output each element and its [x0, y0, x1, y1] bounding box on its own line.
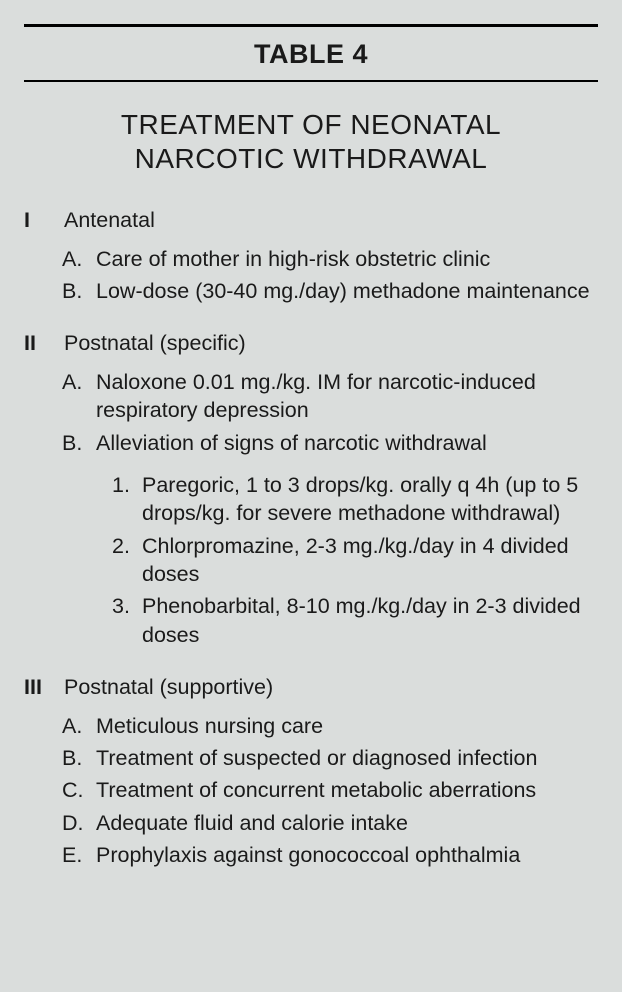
outline-letter-row: B. Alleviation of signs of narcotic with… — [22, 429, 600, 457]
table-label: TABLE 4 — [22, 27, 600, 80]
letter-marker: E. — [62, 841, 96, 869]
section-header: II Postnatal (specific) — [22, 329, 600, 357]
letter-marker: A. — [62, 712, 96, 740]
roman-numeral: I — [22, 206, 64, 234]
letter-marker: A. — [62, 245, 96, 273]
letter-text: Treatment of concurrent metabolic aberra… — [96, 776, 600, 804]
letter-text: Treatment of suspected or diagnosed infe… — [96, 744, 600, 772]
letter-marker: C. — [62, 776, 96, 804]
letter-text: Adequate fluid and calorie intake — [96, 809, 600, 837]
number-text: Paregoric, 1 to 3 drops/kg. orally q 4h … — [142, 471, 600, 528]
outline-letter-row: A. Care of mother in high-risk obstetric… — [22, 245, 600, 273]
outline-letter-row: E. Prophylaxis against gonococcoal ophth… — [22, 841, 600, 869]
outline: I Antenatal A. Care of mother in high-ri… — [22, 206, 600, 869]
title-line-2: NARCOTIC WITHDRAWAL — [135, 143, 488, 174]
letter-text: Naloxone 0.01 mg./kg. IM for narcotic-in… — [96, 368, 600, 425]
number-marker: 1. — [112, 471, 142, 499]
section-postnatal-specific: II Postnatal (specific) A. Naloxone 0.01… — [22, 329, 600, 649]
outline-letter-row: A. Meticulous nursing care — [22, 712, 600, 740]
number-marker: 3. — [112, 592, 142, 620]
section-header: I Antenatal — [22, 206, 600, 234]
outline-letter-row: B. Low-dose (30-40 mg./day) methadone ma… — [22, 277, 600, 305]
outline-number-row: 3. Phenobarbital, 8-10 mg./kg./day in 2-… — [22, 592, 600, 649]
title-line-1: TREATMENT OF NEONATAL — [121, 109, 501, 140]
letter-text: Alleviation of signs of narcotic withdra… — [96, 429, 600, 457]
section-title: Postnatal (supportive) — [64, 673, 600, 701]
roman-numeral: II — [22, 329, 64, 357]
number-marker: 2. — [112, 532, 142, 560]
section-antenatal: I Antenatal A. Care of mother in high-ri… — [22, 206, 600, 305]
section-header: III Postnatal (supportive) — [22, 673, 600, 701]
letter-text: Low-dose (30-40 mg./day) methadone maint… — [96, 277, 600, 305]
roman-numeral: III — [22, 673, 64, 701]
letter-marker: B. — [62, 429, 96, 457]
letter-text: Meticulous nursing care — [96, 712, 600, 740]
section-title: Antenatal — [64, 206, 600, 234]
letter-marker: D. — [62, 809, 96, 837]
outline-number-row: 1. Paregoric, 1 to 3 drops/kg. orally q … — [22, 471, 600, 528]
letter-text: Prophylaxis against gonococcoal ophthalm… — [96, 841, 600, 869]
letter-text: Care of mother in high-risk obstetric cl… — [96, 245, 600, 273]
outline-letter-row: C. Treatment of concurrent metabolic abe… — [22, 776, 600, 804]
mid-rule — [24, 80, 598, 82]
number-text: Chlorpromazine, 2-3 mg./kg./day in 4 div… — [142, 532, 600, 589]
table-title: TREATMENT OF NEONATAL NARCOTIC WITHDRAWA… — [40, 108, 582, 176]
outline-number-row: 2. Chlorpromazine, 2-3 mg./kg./day in 4 … — [22, 532, 600, 589]
outline-letter-row: D. Adequate fluid and calorie intake — [22, 809, 600, 837]
letter-marker: B. — [62, 744, 96, 772]
outline-letter-row: A. Naloxone 0.01 mg./kg. IM for narcotic… — [22, 368, 600, 425]
section-postnatal-supportive: III Postnatal (supportive) A. Meticulous… — [22, 673, 600, 869]
outline-letter-row: B. Treatment of suspected or diagnosed i… — [22, 744, 600, 772]
letter-marker: B. — [62, 277, 96, 305]
number-text: Phenobarbital, 8-10 mg./kg./day in 2-3 d… — [142, 592, 600, 649]
section-title: Postnatal (specific) — [64, 329, 600, 357]
letter-marker: A. — [62, 368, 96, 396]
